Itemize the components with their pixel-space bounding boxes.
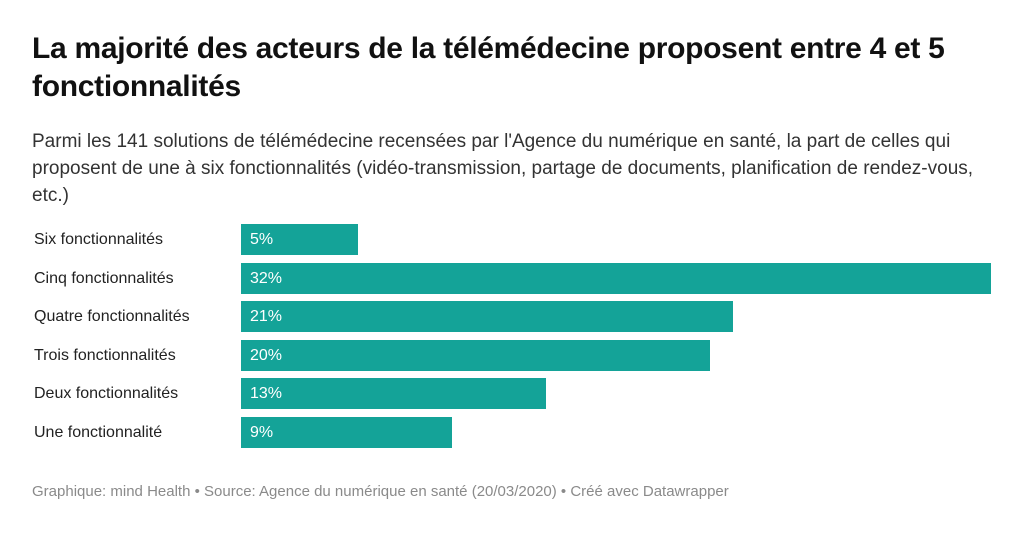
value-label: 20% [250,346,283,364]
chart-title: La majorité des acteurs de la télémédeci… [32,32,945,103]
bar-row: Quatre fonctionnalités 21% [32,301,992,333]
bar-row: Trois fonctionnalités 20% [32,339,992,371]
value-label: 13% [250,385,283,403]
bar-row: Une fonctionnalité 9% [32,417,992,448]
value-label: 21% [250,308,283,326]
bar [241,339,710,371]
value-label: 5% [250,231,274,248]
bar-chart: Six fonctionnalités 5% Cinq fonctionnalité… [32,224,992,454]
bar-row: Deux fonctionnalités 13% [32,378,992,410]
category-label: Quatre fonctionnalités [34,308,190,326]
bar-row: Cinq fonctionnalités 32% [32,262,992,294]
bar [241,378,546,410]
chart-footer: Graphique: mind Health • Source: Agence … [32,483,729,500]
category-label: Six fonctionnalités [34,231,163,248]
bar [241,301,734,333]
chart-subtitle: Parmi les 141 solutions de télémédecine … [32,131,974,206]
bar [241,417,452,448]
value-label: 9% [250,424,274,441]
bar [241,224,359,255]
bar [241,262,991,294]
category-label: Une fonctionnalité [34,424,163,441]
category-label: Trois fonctionnalités [34,346,176,364]
category-label: Deux fonctionnalités [34,385,179,403]
value-label: 32% [250,269,283,287]
bar-row: Six fonctionnalités 5% [32,224,992,255]
category-label: Cinq fonctionnalités [34,269,174,287]
